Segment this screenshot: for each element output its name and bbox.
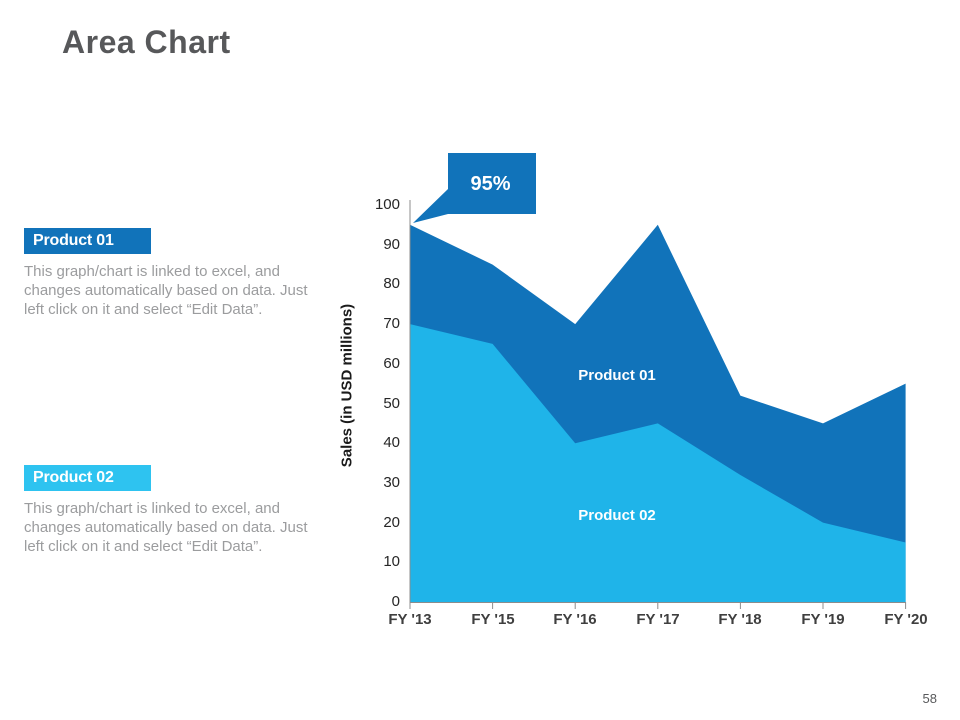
area-series-product-02 xyxy=(410,324,906,602)
y-axis-tick-label: 10 xyxy=(383,553,400,570)
x-axis-tick-label: FY '18 xyxy=(718,611,762,628)
note-block-product-02: Product 02 This graph/chart is linked to… xyxy=(24,465,340,556)
note-header-product-02: Product 02 xyxy=(24,465,151,491)
y-axis-tick-label: 0 xyxy=(391,593,400,610)
note-body-product-02: This graph/chart is linked to excel, and… xyxy=(24,500,308,555)
x-axis-tick-label: FY '17 xyxy=(636,611,680,628)
page-number: 58 xyxy=(922,691,937,706)
slide-title: Area Chart xyxy=(62,24,231,60)
x-axis-tick-label: FY '20 xyxy=(884,611,928,628)
callout-bubble xyxy=(413,153,536,223)
note-body-product-01: This graph/chart is linked to excel, and… xyxy=(24,263,308,318)
y-axis-tick-label: 80 xyxy=(383,275,400,292)
x-axis-tick-label: FY '19 xyxy=(801,611,845,628)
callout-value-label: 95% xyxy=(470,173,511,195)
y-axis-tick-label: 100 xyxy=(374,196,400,213)
y-axis-tick-label: 20 xyxy=(383,514,400,531)
x-axis-tick-label: FY '15 xyxy=(471,611,515,628)
y-axis-tick-label: 60 xyxy=(383,355,400,372)
y-axis-tick-label: 30 xyxy=(383,474,400,491)
y-axis-tick-label: 50 xyxy=(383,395,400,412)
note-header-product-01: Product 01 xyxy=(24,228,151,254)
series-inline-label-product-01: Product 01 xyxy=(578,367,656,384)
x-axis-tick-label: FY '16 xyxy=(553,611,597,628)
y-axis-title: Sales (in USD millions) xyxy=(338,303,356,468)
y-axis-tick-label: 40 xyxy=(383,434,400,451)
y-axis-tick-label: 70 xyxy=(383,315,400,332)
note-block-product-01: Product 01 This graph/chart is linked to… xyxy=(24,228,340,319)
y-axis-tick-label: 90 xyxy=(383,236,400,253)
series-inline-label-product-02: Product 02 xyxy=(578,507,656,524)
x-axis-tick-label: FY '13 xyxy=(388,611,432,628)
